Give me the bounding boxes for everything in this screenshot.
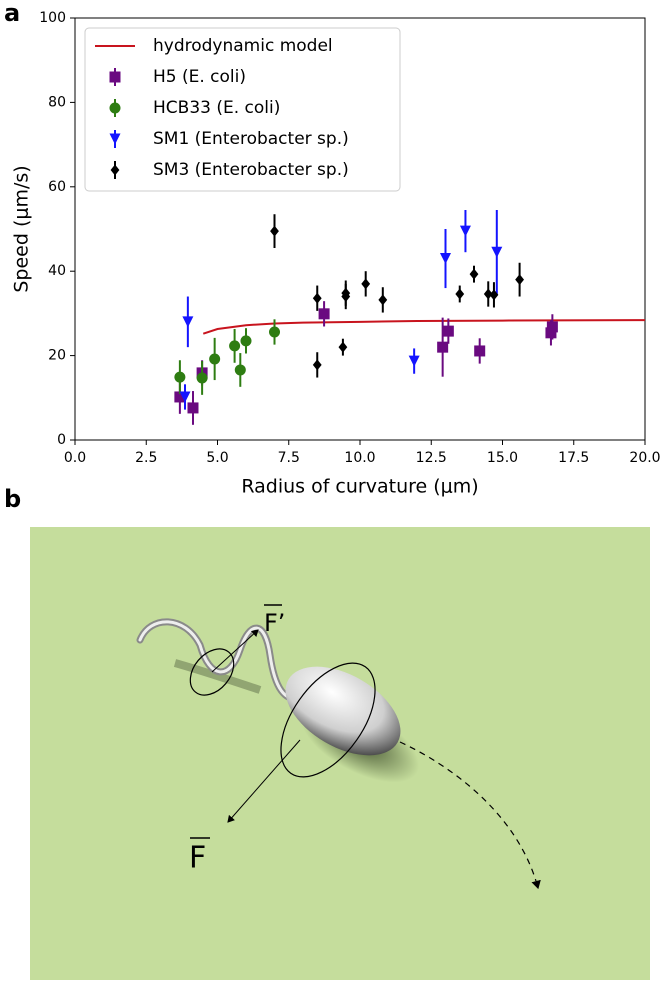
marker [483, 288, 493, 300]
marker [240, 335, 252, 347]
y-tick-label: 40 [48, 263, 66, 279]
marker [378, 294, 388, 306]
marker [179, 391, 191, 403]
marker [269, 326, 280, 338]
rotation-ring [280, 662, 376, 778]
arrow [227, 739, 301, 823]
x-tick-label: 7.5 [278, 450, 300, 466]
marker [196, 372, 208, 384]
illustration: F’ F [30, 527, 650, 980]
x-tick-label: 12.5 [416, 450, 447, 466]
marker [491, 246, 503, 258]
y-axis-label: Speed (μm/s) [11, 165, 33, 292]
legend-frame [84, 27, 401, 192]
x-axis-label: Radius of curvature (μm) [241, 476, 478, 498]
y-tick-label: 20 [48, 348, 66, 364]
marker [234, 364, 246, 376]
cell-body [285, 666, 401, 756]
marker [174, 371, 186, 383]
plot: 0.0 2.5 5.0 7.5 10.0 12.5 15.0 17.5 20.0 0 20 40 60 8… [11, 10, 661, 498]
marker [187, 402, 199, 414]
tail-shadow [173, 659, 262, 694]
marker [182, 316, 194, 328]
model-line [202, 319, 646, 335]
marker [515, 274, 524, 286]
marker [455, 288, 465, 300]
legend-label: H5 (E. coli) [153, 67, 246, 87]
marker [338, 341, 348, 353]
x-tick-label: 15.0 [487, 450, 518, 466]
legend-label: SM1 (Enterobacter sp.) [153, 129, 349, 149]
y-tick-label: 100 [39, 10, 66, 26]
marker [312, 359, 322, 371]
legend-label: SM3 (Enterobacter sp.) [153, 160, 349, 180]
marker [440, 253, 451, 265]
marker [361, 278, 371, 290]
y-tick-label: 60 [48, 179, 66, 195]
marker [489, 289, 499, 301]
marker [442, 325, 454, 337]
marker [459, 225, 471, 237]
y-tick-label: 0 [57, 432, 66, 448]
x-tick-label: 0.0 [64, 450, 86, 466]
panel-label: b [4, 485, 21, 513]
force-label: F [189, 841, 206, 876]
x-tick-label: 20.0 [629, 450, 660, 466]
rotation-ring [189, 648, 235, 696]
trajectory [399, 741, 541, 890]
marker [469, 268, 479, 280]
force-label: F’ [264, 609, 285, 637]
marker [270, 225, 279, 237]
y-tick-label: 80 [48, 94, 66, 110]
legend-marker [109, 102, 121, 114]
marker [312, 292, 322, 304]
marker [408, 355, 420, 367]
marker [474, 345, 486, 357]
legend-marker [109, 133, 121, 145]
x-tick-label: 17.5 [558, 450, 589, 466]
marker [437, 341, 449, 353]
marker [318, 308, 330, 320]
marker [545, 327, 557, 339]
x-tick-label: 2.5 [135, 450, 157, 466]
arrow [211, 629, 259, 673]
legend-marker [110, 164, 120, 176]
x-tick-label: 10.0 [344, 450, 375, 466]
marker [546, 321, 558, 333]
marker [209, 353, 221, 365]
legend-label: HCB33 (E. coli) [153, 98, 280, 118]
legend-marker [109, 71, 121, 83]
flagellum-highlight [138, 620, 302, 702]
legend-label: hydrodynamic model [153, 36, 333, 56]
marker [341, 291, 351, 303]
marker [229, 340, 241, 352]
panel-label: a [4, 0, 20, 27]
marker [174, 391, 186, 403]
x-tick-label: 5.0 [206, 450, 228, 466]
